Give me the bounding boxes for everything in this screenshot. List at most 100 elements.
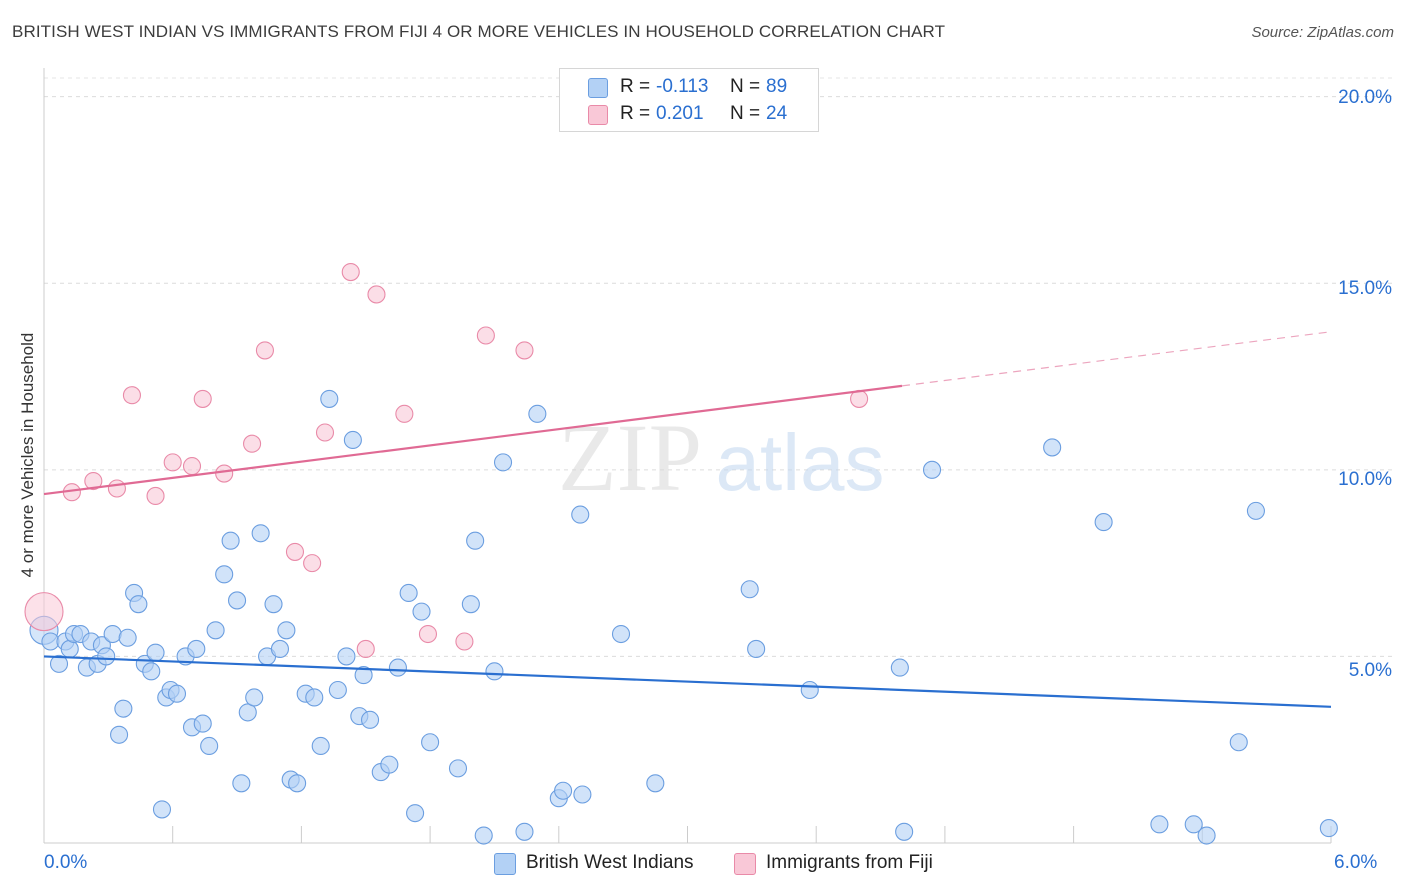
point-british-west-indian [890,658,909,677]
point-british-west-indian [114,699,133,718]
point-british-west-indian [515,822,534,841]
point-british-west-indian [895,822,914,841]
legend-r-value: -0.113 [656,76,709,97]
legend-r-value: 0.201 [656,103,704,124]
point-british-west-indian [251,524,270,543]
point-british-west-indian [320,389,339,408]
trend-line-british-west-indian [43,655,1332,708]
point-british-west-indian [129,595,148,614]
point-british-west-indian [245,688,264,707]
point-british-west-indian [228,591,247,610]
trend-lines [43,331,1332,708]
point-fiji [193,389,212,408]
axes [43,68,1332,844]
point-british-west-indian [474,826,493,845]
watermark-zip: ZIP [558,404,702,511]
grid-lines [44,77,1394,657]
legend-n-value: 24 [766,103,788,124]
point-british-west-indian [305,688,324,707]
point-british-west-indian [399,583,418,603]
point-british-west-indian [288,774,307,793]
point-fiji [146,486,165,506]
point-british-west-indian [646,774,665,793]
point-fiji [356,639,375,659]
point-british-west-indian [412,602,431,621]
point-british-west-indian [215,565,234,584]
x-tick-label: 0.0% [44,852,88,873]
point-fiji [122,386,141,405]
point-fiji [84,471,103,491]
point-fiji [182,457,202,476]
point-british-west-indian [343,430,362,450]
point-british-west-indian [238,703,257,722]
point-british-west-indian [103,624,122,644]
point-british-west-indian [1229,733,1248,752]
point-british-west-indian [740,580,759,599]
point-british-west-indian [277,621,296,640]
point-british-west-indian [311,736,330,756]
point-fiji [455,632,474,651]
point-fiji [24,592,64,632]
bottom-legend-swatch-blue [494,853,516,875]
point-british-west-indian [1319,819,1338,838]
point-fiji [215,464,234,483]
point-british-west-indian [354,666,373,685]
point-british-west-indian [200,736,219,756]
point-british-west-indian [1197,826,1216,845]
point-fiji [418,624,438,644]
point-fiji [395,404,414,423]
correlation-legend: R = -0.113 N = 89 R = 0.201 N = 24 [559,68,819,132]
trend-line-fiji [43,384,903,496]
point-british-west-indian [1094,513,1113,532]
point-british-west-indian [270,639,290,659]
point-fiji [243,434,262,453]
x-tick-label: 6.0% [1334,852,1378,873]
point-fiji [255,341,274,360]
point-british-west-indian [448,759,468,778]
point-british-west-indian [97,647,116,666]
point-british-west-indian [1184,815,1203,834]
point-british-west-indian [328,680,347,700]
point-british-west-indian [922,460,942,479]
legend-r-label: R = [620,103,651,124]
point-british-west-indian [118,628,137,647]
point-british-west-indian [60,639,79,659]
point-british-west-indian [146,643,165,662]
watermark-atlas: atlas [716,418,885,507]
point-fiji [315,423,335,442]
bottom-legend-swatch-pink [734,853,756,875]
point-british-west-indian [41,632,60,651]
point-british-west-indian [800,680,819,700]
legend-n-label: N = [730,76,761,97]
point-british-west-indian [1246,501,1265,520]
point-british-west-indian [1150,815,1169,834]
point-british-west-indian [152,800,172,819]
bottom-legend-label: Immigrants from Fiji [766,852,933,873]
y-tick-label: 15.0% [1338,278,1392,299]
point-british-west-indian [337,647,356,666]
trend-line-fiji-extension [901,331,1332,387]
y-tick-label: 5.0% [1348,660,1392,681]
point-british-west-indian [142,662,161,681]
point-fiji [163,453,182,472]
point-british-west-indian [573,785,592,804]
point-british-west-indian [571,505,590,524]
point-british-west-indian [421,733,440,752]
point-fiji [107,479,126,498]
point-british-west-indian [167,684,187,703]
point-british-west-indian [485,662,504,681]
point-british-west-indian [747,639,766,659]
point-british-west-indian [49,654,69,673]
point-british-west-indian [110,725,129,744]
data-points [24,262,1338,845]
point-british-west-indian [232,774,251,793]
point-british-west-indian [388,658,407,677]
point-british-west-indian [206,621,225,640]
legend-swatch-blue [588,78,608,98]
legend-n-value: 89 [766,76,788,97]
point-british-west-indian [264,595,283,614]
point-british-west-indian [554,781,573,800]
point-british-west-indian [380,755,399,774]
point-fiji [285,542,305,561]
